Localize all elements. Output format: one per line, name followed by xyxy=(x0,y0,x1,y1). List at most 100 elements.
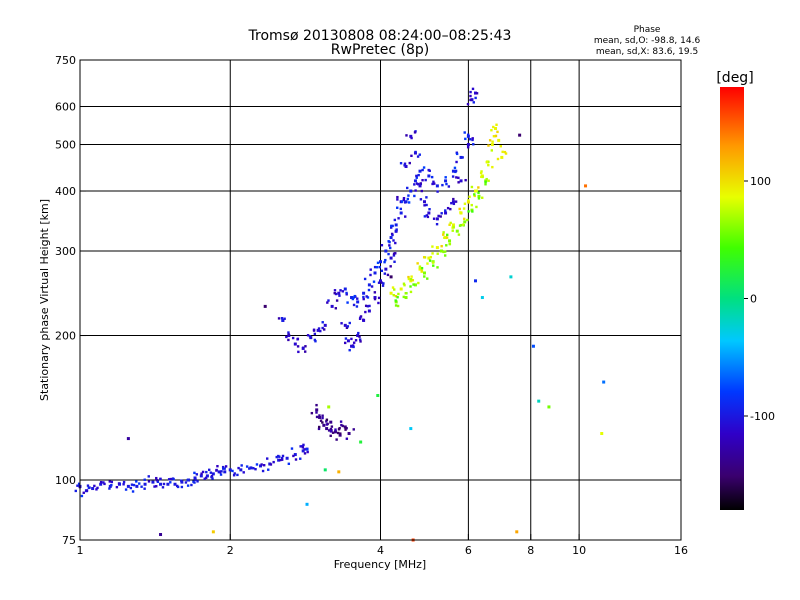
data-point-o-mode-f-trace-lower xyxy=(384,267,388,271)
data-point-o-mode-f-trace-lower-spread xyxy=(394,230,398,233)
data-point-o-mode-dense-cluster-spread xyxy=(369,268,372,271)
data-point-mixed-patch-near-3-mhz xyxy=(315,408,319,412)
data-point-o-mode-dense-cluster xyxy=(466,134,470,138)
data-point-o-mode-dense-cluster-spread xyxy=(373,265,377,269)
data-point-o-mode-trace-low--spread xyxy=(201,470,205,474)
data-point-scattered-echoes xyxy=(359,440,363,444)
data-point-scattered-echoes xyxy=(327,405,331,409)
data-point-o-mode-trace-low--spread xyxy=(155,485,158,488)
data-point-o-mode-trace-low--spread xyxy=(221,465,225,469)
data-point-o-mode-f-trace-lower xyxy=(330,304,334,308)
data-point-o-mode-f-trace-lower-spread xyxy=(333,289,337,292)
data-point-mixed-patch-near-3-mhz-spread xyxy=(352,428,355,431)
y-tick-label: 500 xyxy=(55,139,76,152)
data-point-o-mode-trace-low--spread xyxy=(161,486,165,489)
data-point-mixed-patch-near-3-mhz xyxy=(343,425,347,429)
data-point-o-mode-trace-low--spread xyxy=(267,468,270,471)
data-point-o-mode-trace-low--spread xyxy=(233,472,236,475)
data-point-mixed-patch-near-3-mhz-spread xyxy=(344,427,348,430)
data-point-x-mode-secondary-spread xyxy=(481,196,484,199)
data-point-o-mode-trace-low--spread xyxy=(130,483,134,486)
data-point-o-mode-trace-low- xyxy=(199,474,203,478)
data-point-o-mode-f-trace-lower-spread xyxy=(358,338,362,341)
data-point-o-mode-f-trace-lower-spread xyxy=(317,327,321,330)
data-point-x-mode-trace-spread xyxy=(479,171,483,175)
data-point-o-mode-f-trace-lower-spread xyxy=(386,273,390,277)
data-point-x-mode-trace-spread xyxy=(491,140,494,143)
x-axis-label: Frequency [MHz] xyxy=(334,558,426,571)
data-point-o-mode-trace-low--spread xyxy=(302,443,305,447)
data-point-o-mode-trace-low--spread xyxy=(176,485,180,489)
data-point-x-mode-trace xyxy=(497,138,501,142)
data-point-o-mode-f-trace-lower-spread xyxy=(469,94,472,98)
data-point-o-mode-trace-low--spread xyxy=(117,482,121,485)
phase-stats-title: Phase xyxy=(634,25,661,35)
data-point-o-mode-trace-low--spread xyxy=(272,460,275,464)
data-point-o-mode-trace-low--spread xyxy=(85,489,89,492)
data-point-o-mode-trace-low--spread xyxy=(135,480,138,483)
data-point-o-mode-f-trace-lower-spread xyxy=(449,207,452,211)
data-point-o-mode-f-trace-lower-spread xyxy=(334,292,338,296)
data-point-o-mode-f-trace-lower-spread xyxy=(313,338,317,342)
data-point-o-mode-f-trace-lower-spread xyxy=(392,254,396,257)
data-point-o-mode-trace-low--spread xyxy=(86,484,90,487)
data-point-o-mode-f-trace-lower-spread xyxy=(435,222,439,226)
data-point-o-mode-trace-low- xyxy=(193,476,197,480)
data-point-o-mode-f-trace-lower-spread xyxy=(373,297,377,301)
data-point-o-mode-f-trace-lower-spread xyxy=(327,299,330,302)
data-point-o-mode-dense-cluster-spread xyxy=(417,173,420,177)
y-axis-label: Stationary phase Virtual Height [km] xyxy=(38,199,51,401)
data-point-o-mode-trace-low- xyxy=(277,458,281,462)
data-point-o-mode-trace-low- xyxy=(293,453,297,457)
data-point-o-mode-trace-low--spread xyxy=(108,480,111,483)
data-point-o-mode-dense-cluster xyxy=(451,169,455,173)
data-point-o-mode-trace-low--spread xyxy=(294,458,298,461)
data-point-o-mode-dense-cluster-spread xyxy=(391,224,394,228)
data-point-x-mode-trace-spread xyxy=(470,185,474,189)
data-point-o-mode-f-trace-lower-spread xyxy=(291,336,295,340)
data-point-o-mode-f-trace-lower-spread xyxy=(296,345,300,348)
data-point-x-mode-secondary-spread xyxy=(409,290,413,294)
data-point-o-mode-trace-low--spread xyxy=(222,467,225,470)
data-point-x-mode-secondary-spread xyxy=(487,179,490,182)
data-point-o-mode-dense-cluster-spread xyxy=(407,194,410,197)
data-point-o-mode-f-trace-lower-spread xyxy=(351,344,355,347)
data-point-mixed-patch-near-3-mhz-spread xyxy=(345,437,349,440)
data-point-o-mode-trace-low--spread xyxy=(280,456,284,460)
data-point-o-mode-trace-low--spread xyxy=(186,484,190,487)
data-point-x-mode-trace xyxy=(389,291,393,295)
data-point-o-mode-trace-low- xyxy=(91,487,95,491)
data-point-mixed-patch-near-3-mhz-spread xyxy=(318,425,321,429)
data-point-o-mode-dense-cluster-spread xyxy=(395,228,398,231)
data-point-o-mode-f-trace-lower-spread xyxy=(319,329,322,333)
data-point-o-mode-f-trace-lower-spread xyxy=(450,201,453,205)
data-point-o-mode-f-trace-lower-spread xyxy=(287,331,290,334)
data-point-o-mode-f-trace-lower-spread xyxy=(416,155,420,158)
data-point-o-mode-dense-cluster xyxy=(367,283,371,287)
data-point-x-mode-secondary-spread xyxy=(448,242,452,246)
data-point-o-mode-trace-low--spread xyxy=(205,470,208,474)
data-point-o-mode-trace-low--spread xyxy=(193,481,196,484)
data-point-o-mode-f-trace-lower xyxy=(367,309,371,313)
data-point-o-mode-dense-cluster-spread xyxy=(402,196,406,200)
data-point-o-mode-f-trace-lower-spread xyxy=(373,291,377,294)
data-point-scattered-echoes xyxy=(126,437,130,441)
data-point-o-mode-dense-cluster xyxy=(384,249,388,253)
data-point-o-mode-trace-low--spread xyxy=(216,464,219,468)
data-point-o-mode-dense-cluster-spread xyxy=(387,240,390,243)
data-point-x-mode-secondary-spread xyxy=(446,233,449,237)
axis-ticks: 1 2 4 6 8 10 16 75 100 200 300 400 500 600 750 xyxy=(55,54,688,557)
data-point-o-mode-trace-low- xyxy=(173,482,177,486)
data-point-x-mode-trace-spread xyxy=(420,269,424,272)
data-point-x-mode-secondary xyxy=(448,239,452,243)
data-point-o-mode-f-trace-lower-spread xyxy=(403,164,406,167)
data-point-o-mode-trace-low- xyxy=(301,449,305,453)
data-point-o-mode-dense-cluster-spread xyxy=(432,180,435,183)
data-point-scattered-echoes xyxy=(547,405,551,409)
data-point-scattered-echoes xyxy=(409,427,413,431)
data-point-o-mode-f-trace-lower-spread xyxy=(471,138,474,142)
data-point-mixed-patch-near-3-mhz xyxy=(338,433,342,437)
data-point-o-mode-trace-low--spread xyxy=(245,465,249,468)
x-tick-label: 8 xyxy=(527,544,534,557)
data-point-o-mode-f-trace-lower-spread xyxy=(402,198,405,202)
